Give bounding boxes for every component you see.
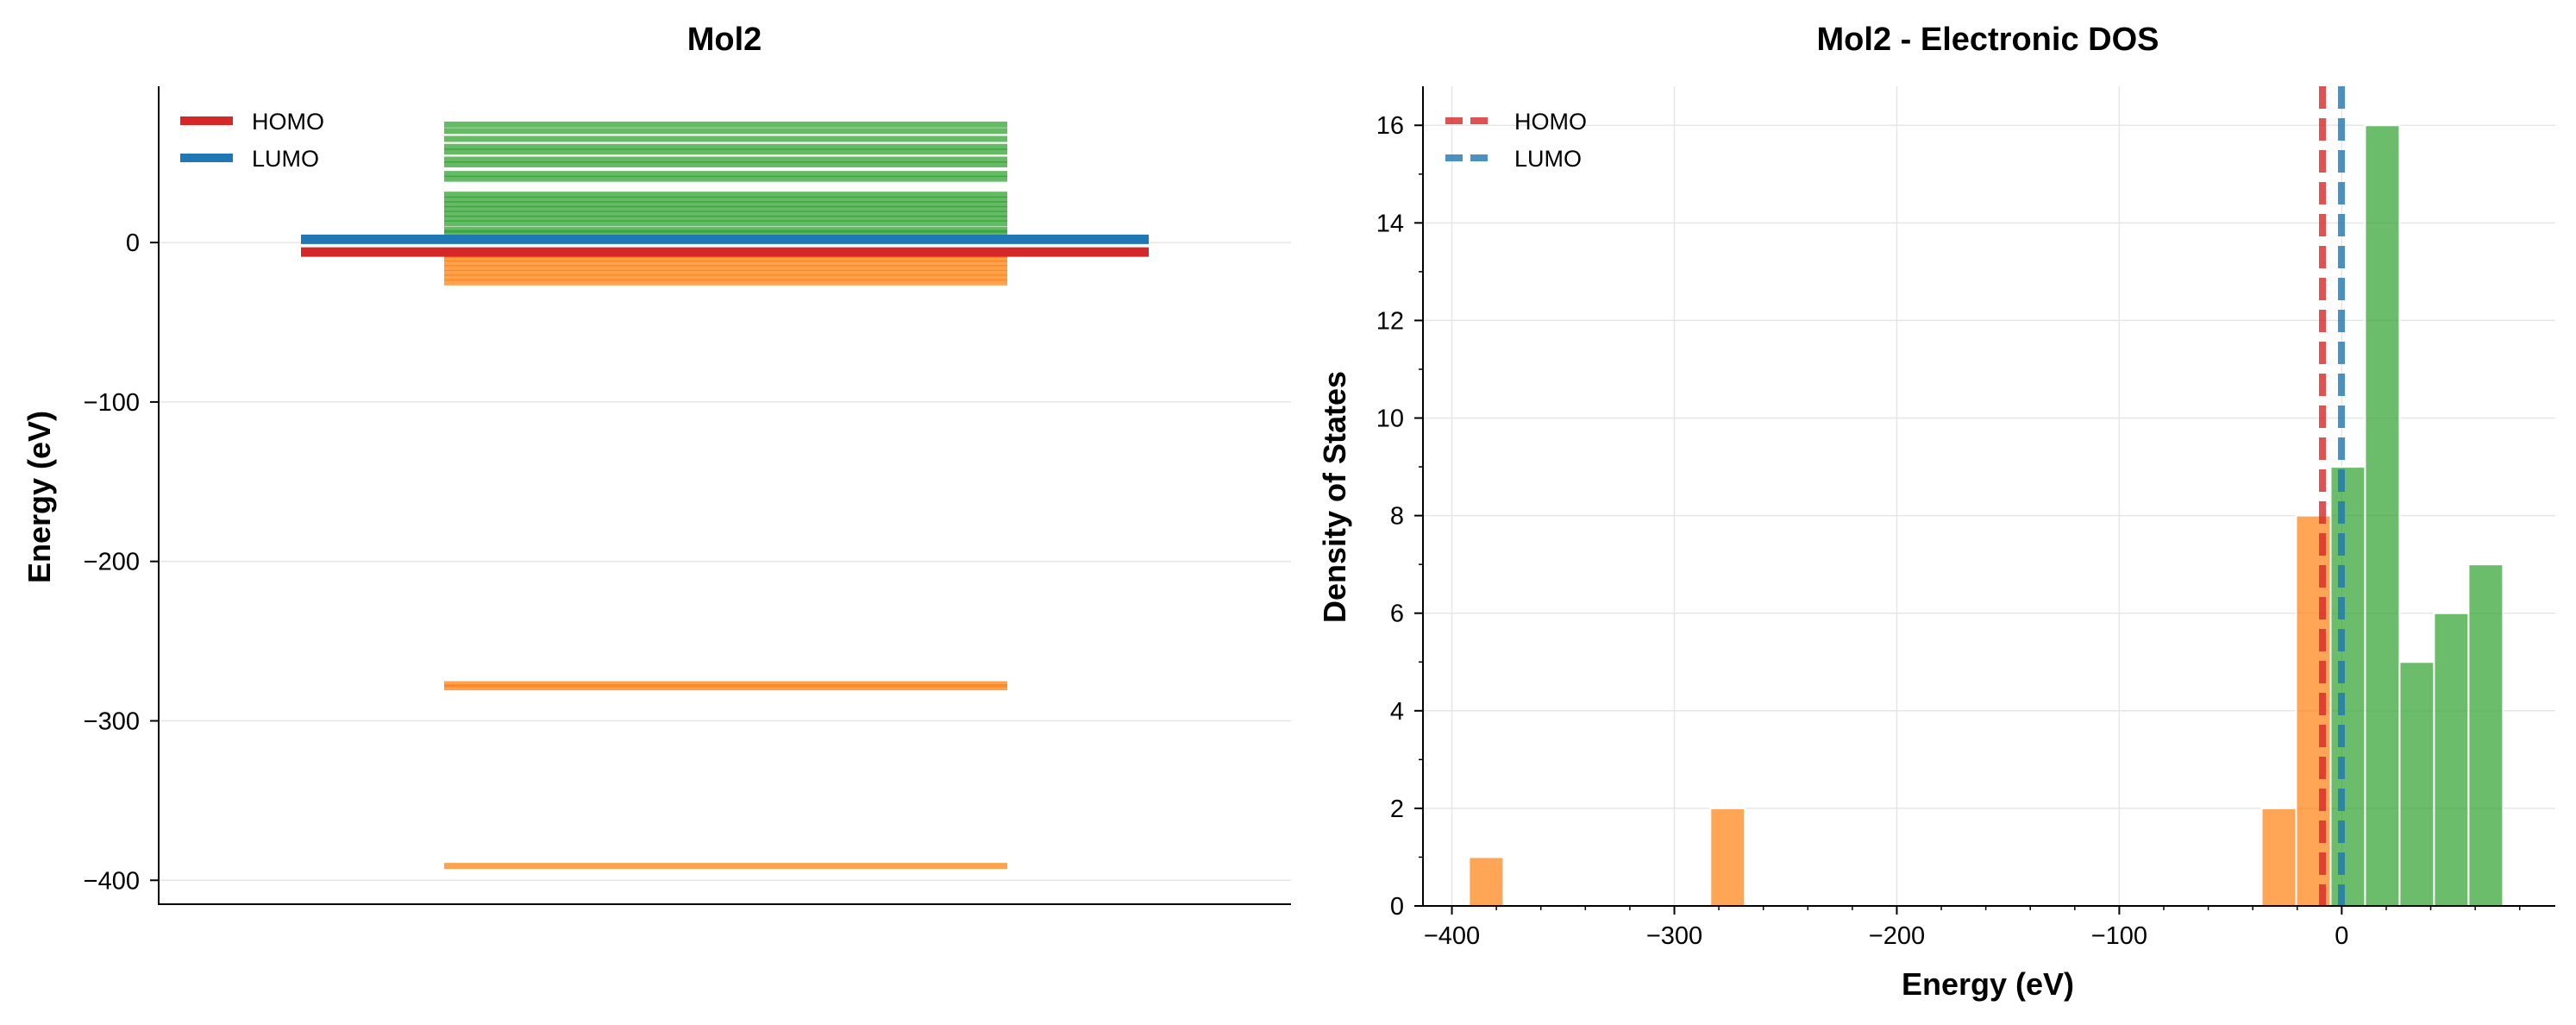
energy-level-lines bbox=[444, 121, 1007, 870]
dos-legend-lumo-label: LUMO bbox=[1514, 146, 1582, 172]
dos-bar bbox=[2398, 661, 2435, 907]
dos-x-tick-label: −400 bbox=[1424, 922, 1480, 950]
dos-legend: HOMO LUMO bbox=[1445, 109, 1587, 172]
legend-homo-label: HOMO bbox=[252, 109, 324, 135]
energy-level-panel: Mol2 0 −100 −200 −300 −400 Energy (eV) HOMO … bbox=[22, 22, 1291, 905]
dos-y-tick-label: 8 bbox=[1390, 503, 1404, 531]
dos-bar bbox=[2467, 563, 2504, 908]
energy-level-y-tick-label: 0 bbox=[126, 230, 140, 257]
dos-y-tick-label: 0 bbox=[1390, 893, 1404, 921]
dos-x-tick-label: 0 bbox=[2335, 922, 2348, 950]
dos-x-tick-label: −300 bbox=[1646, 922, 1702, 950]
dos-y-tick-label: 14 bbox=[1376, 210, 1404, 237]
energy-level-y-ticks: 0 −100 −200 −300 −400 bbox=[84, 230, 159, 895]
dos-x-axis-label: Energy (eV) bbox=[1902, 966, 2074, 1002]
dos-bar bbox=[2260, 807, 2297, 908]
dos-x-ticks: −400 −300 −200 −100 0 bbox=[1424, 906, 2521, 950]
dos-y-tick-label: 16 bbox=[1376, 112, 1404, 140]
dos-y-tick-label: 6 bbox=[1390, 601, 1404, 628]
energy-level-y-tick-label: −300 bbox=[84, 707, 140, 735]
energy-level-chart-title: Mol2 bbox=[687, 22, 762, 58]
dos-bar bbox=[1709, 807, 1746, 908]
dos-legend-homo-label: HOMO bbox=[1514, 109, 1587, 135]
energy-level-y-tick-label: −200 bbox=[84, 549, 140, 576]
energy-level-legend: HOMO LUMO bbox=[180, 109, 324, 172]
dos-y-tick-label: 10 bbox=[1376, 406, 1404, 433]
energy-level-y-tick-label: −400 bbox=[84, 867, 140, 895]
dos-x-tick-label: −200 bbox=[1869, 922, 1925, 950]
dos-y-tick-label: 12 bbox=[1376, 307, 1404, 335]
dos-panel: Mol2 - Electronic DOS 0 2 4 6 8 10 12 14 16 −400… bbox=[1317, 22, 2555, 1002]
dos-bar bbox=[1468, 856, 1505, 908]
dos-y-tick-label: 2 bbox=[1390, 795, 1404, 823]
dos-bar bbox=[2433, 612, 2470, 907]
energy-level-y-tick-label: −100 bbox=[84, 389, 140, 417]
dos-y-tick-label: 4 bbox=[1390, 698, 1404, 726]
frontier-orbital-lines bbox=[301, 234, 1149, 257]
dos-bar bbox=[2364, 124, 2401, 907]
dos-x-tick-label: −100 bbox=[2091, 922, 2147, 950]
dos-y-ticks: 0 2 4 6 8 10 12 14 16 bbox=[1376, 112, 1423, 921]
dos-bar bbox=[2329, 466, 2366, 907]
energy-level-y-axis-label: Energy (eV) bbox=[22, 411, 57, 583]
dos-chart-title: Mol2 - Electronic DOS bbox=[1817, 22, 2159, 58]
legend-lumo-label: LUMO bbox=[252, 146, 319, 172]
dos-y-axis-label: Density of States bbox=[1317, 371, 1352, 623]
